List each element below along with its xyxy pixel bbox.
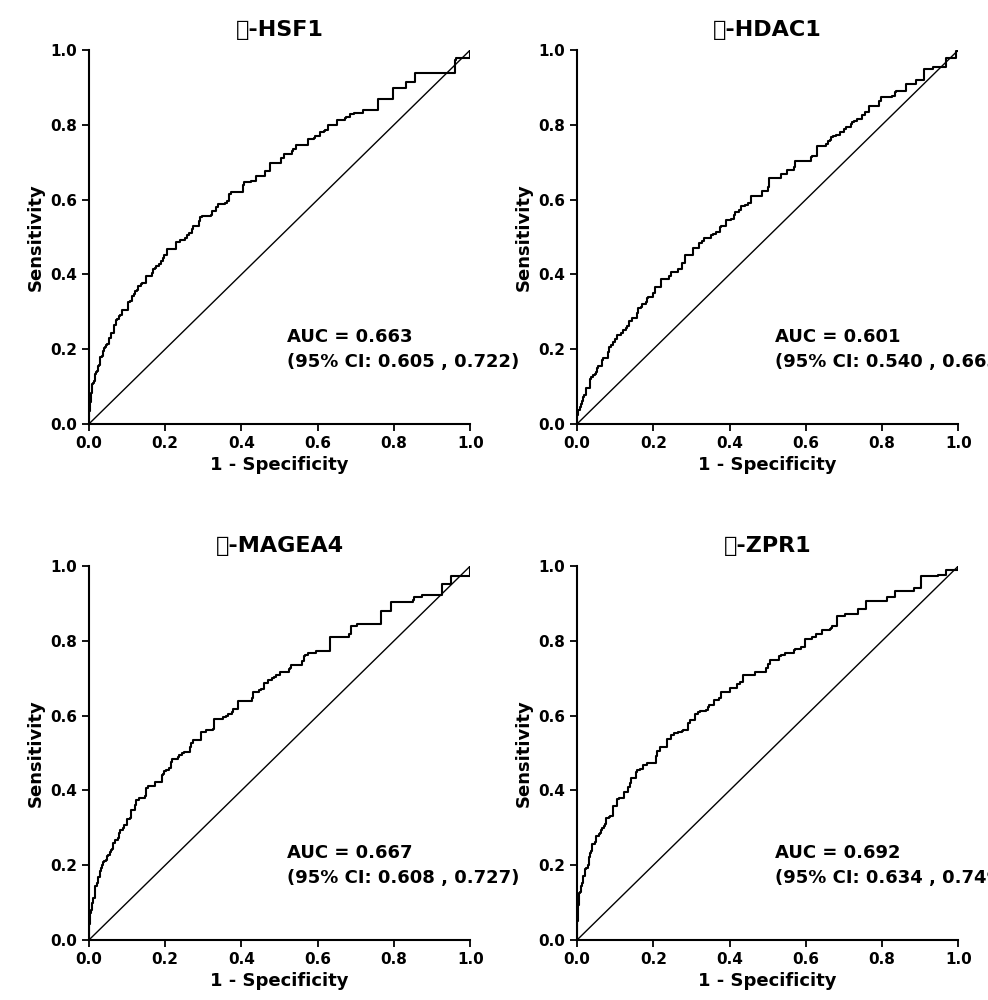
- X-axis label: 1 - Specificity: 1 - Specificity: [699, 972, 837, 990]
- X-axis label: 1 - Specificity: 1 - Specificity: [210, 456, 349, 474]
- X-axis label: 1 - Specificity: 1 - Specificity: [210, 972, 349, 990]
- Y-axis label: Sensitivity: Sensitivity: [515, 699, 533, 807]
- X-axis label: 1 - Specificity: 1 - Specificity: [699, 456, 837, 474]
- Title: 抗-MAGEA4: 抗-MAGEA4: [215, 536, 344, 556]
- Text: AUC = 0.663
(95% CI: 0.605 , 0.722): AUC = 0.663 (95% CI: 0.605 , 0.722): [288, 328, 520, 371]
- Text: AUC = 0.601
(95% CI: 0.540 , 0.663): AUC = 0.601 (95% CI: 0.540 , 0.663): [776, 328, 988, 371]
- Y-axis label: Sensitivity: Sensitivity: [27, 699, 44, 807]
- Text: AUC = 0.667
(95% CI: 0.608 , 0.727): AUC = 0.667 (95% CI: 0.608 , 0.727): [288, 844, 520, 887]
- Title: 抗-HSF1: 抗-HSF1: [236, 20, 323, 40]
- Y-axis label: Sensitivity: Sensitivity: [27, 183, 44, 291]
- Text: AUC = 0.692
(95% CI: 0.634 , 0.749): AUC = 0.692 (95% CI: 0.634 , 0.749): [776, 844, 988, 887]
- Title: 抗-ZPR1: 抗-ZPR1: [724, 536, 811, 556]
- Title: 抗-HDAC1: 抗-HDAC1: [713, 20, 822, 40]
- Y-axis label: Sensitivity: Sensitivity: [515, 183, 533, 291]
